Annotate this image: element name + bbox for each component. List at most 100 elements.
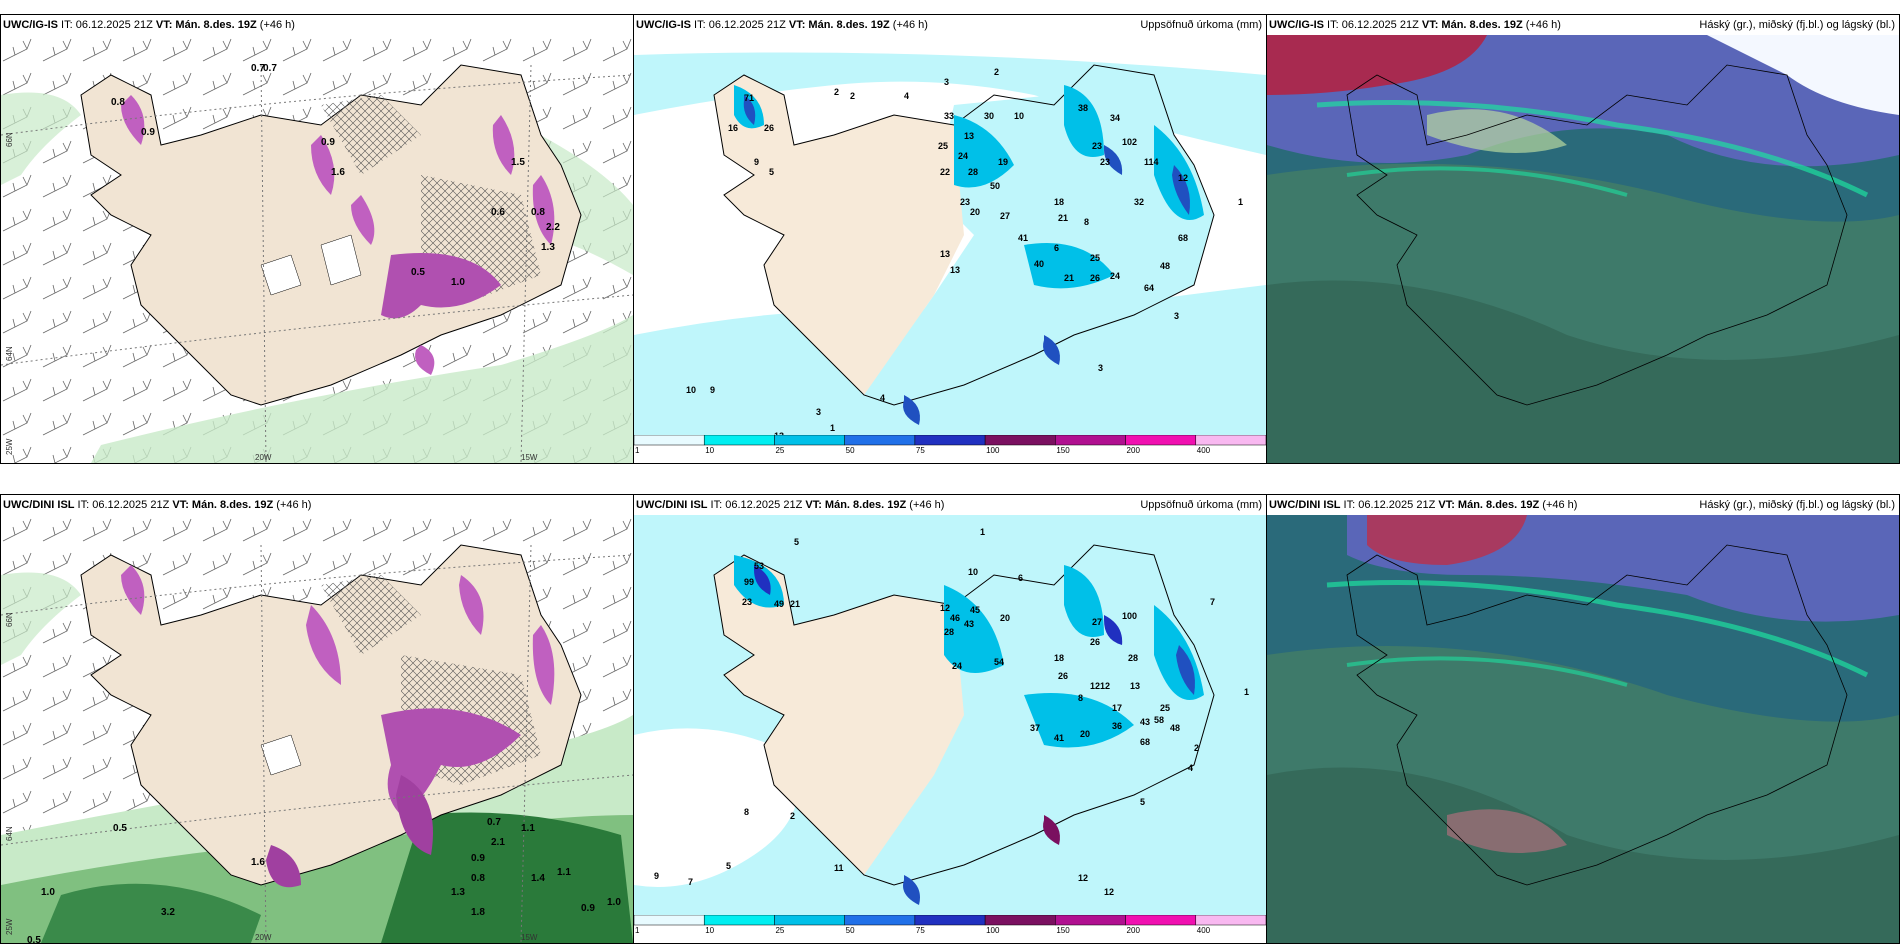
precip-label: 12 — [1078, 873, 1088, 883]
colorbar-label: 200 — [1127, 446, 1141, 453]
colorbar-label: 25 — [775, 446, 784, 453]
precip-label: 45 — [970, 605, 980, 615]
precip-label: 12 — [940, 603, 950, 613]
precip-label: 19 — [998, 157, 1008, 167]
snow-label: 0.5 — [411, 267, 425, 278]
precip-label: 25 — [938, 141, 948, 151]
precip-label: 36 — [1112, 721, 1122, 731]
precip-label: 5 — [794, 537, 799, 547]
colorbar-label: 100 — [986, 446, 1000, 453]
precip-label: 23 — [960, 197, 970, 207]
snow-label: 2.1 — [491, 837, 505, 848]
colorbar-label: 1 — [635, 926, 640, 933]
colorbar-swatch — [914, 914, 986, 926]
precip-label: 7 — [688, 877, 693, 887]
snow-label: 0.9 — [581, 903, 595, 914]
precip-label: 2 — [994, 67, 999, 77]
snow-label: 0.5 — [27, 935, 41, 943]
precip-label: 23 — [742, 597, 752, 607]
precip-label: 102 — [1122, 137, 1137, 147]
colorbar-label: 75 — [916, 926, 925, 933]
lat-label: 64N — [5, 346, 14, 361]
cloud-map — [1267, 515, 1899, 943]
colorbar-label: 400 — [1197, 446, 1211, 453]
precip-label: 114 — [1144, 157, 1159, 167]
precip-label: 41 — [1054, 733, 1064, 743]
panel-subtitle: Uppsöfnuð úrkoma (mm) — [1140, 19, 1262, 31]
precip-label: 22 — [940, 167, 950, 177]
precip-label: 10 — [1014, 111, 1024, 121]
lat-label: 25W — [5, 918, 14, 935]
colorbar-swatch — [1125, 914, 1197, 926]
precip-label: 26 — [1090, 273, 1100, 283]
precip-label: 13 — [950, 265, 960, 275]
lat-label: 64N — [5, 826, 14, 841]
precip-label: 1 — [1244, 687, 1249, 697]
colorbar-swatch — [1195, 434, 1266, 446]
precip-label: 20 — [1080, 729, 1090, 739]
precip-map: 71 16 26 9 5 2 2 4 3 2 30 33 10 25 13 22… — [634, 35, 1266, 445]
snow-label: 0.5 — [113, 823, 127, 834]
panel-subtitle: Uppsöfnuð úrkoma (mm) — [1140, 499, 1262, 511]
snow-label: 0.9 — [321, 137, 335, 148]
precip-label: 25 — [1090, 253, 1100, 263]
snow-label: 0.7 — [263, 63, 277, 74]
colorbar-swatch — [844, 434, 916, 446]
colorbar-swatch — [984, 914, 1056, 926]
precip-label: 28 — [1128, 653, 1138, 663]
precip-colorbar: 1 10 25 50 75 100 150 200 400 — [634, 914, 1266, 935]
precip-label: 27 — [1000, 211, 1010, 221]
snow-label: 1.0 — [607, 897, 621, 908]
precip-label: 21 — [1064, 273, 1074, 283]
panel-subtitle: Háský (gr.), miðský (fj.bl.) og lágský (… — [1699, 499, 1895, 511]
precip-label: 68 — [1140, 737, 1150, 747]
precip-label: 26 — [1090, 637, 1100, 647]
precip-label: 99 — [744, 577, 754, 587]
snow-label: 1.0 — [41, 887, 55, 898]
precip-label: 5 — [726, 861, 731, 871]
panel-header: UWC/DINI ISL IT: 06.12.2025 21Z VT: Mán.… — [3, 499, 312, 511]
precip-label: 38 — [1078, 103, 1088, 113]
cloud-map-bottom: UWC/DINI ISL IT: 06.12.2025 21Z VT: Mán.… — [1266, 494, 1900, 944]
precip-label: 43 — [964, 619, 974, 629]
panel-header: UWC/IG-IS IT: 06.12.2025 21Z VT: Mán. 8.… — [1269, 19, 1561, 31]
precip-label: 41 — [1018, 233, 1028, 243]
snow-label: 3.2 — [161, 907, 175, 918]
precip-colorbar: 1 10 25 50 75 100 150 200 400 — [634, 434, 1266, 455]
precip-label: 3 — [1174, 311, 1179, 321]
precip-map-bottom: UWC/DINI ISL IT: 06.12.2025 21Z VT: Mán.… — [633, 494, 1267, 944]
precip-label: 10 — [968, 567, 978, 577]
precip-label: 23 — [1100, 157, 1110, 167]
precip-label: 6 — [1054, 243, 1059, 253]
snow-label: 1.6 — [331, 167, 345, 178]
precip-label: 2 — [834, 87, 839, 97]
lon-label: 15W — [521, 453, 538, 462]
snow-label: 0.6 — [491, 207, 505, 218]
precip-label: 3 — [816, 407, 821, 417]
precip-label: 20 — [1000, 613, 1010, 623]
precip-label: 33 — [944, 111, 954, 121]
precip-label: 37 — [1030, 723, 1040, 733]
precip-label: 64 — [1144, 283, 1154, 293]
precip-label: 8 — [744, 807, 749, 817]
precip-label: 71 — [744, 93, 754, 103]
snow-wind-map: 0.7 0.7 0.8 0.9 1.5 0.6 0.5 1.0 0.8 1.3 … — [1, 35, 633, 463]
precip-label: 8 — [1078, 693, 1083, 703]
precip-label: 9 — [654, 871, 659, 881]
precip-label: 23 — [1092, 141, 1102, 151]
precip-label: 20 — [970, 207, 980, 217]
snow-label: 0.7 — [251, 63, 265, 74]
precip-label: 27 — [1092, 617, 1102, 627]
precip-label: 2 — [790, 811, 795, 821]
cloud-map — [1267, 35, 1899, 463]
panel-header: UWC/IG-IS IT: 06.12.2025 21Z VT: Mán. 8.… — [3, 19, 295, 31]
precip-label: 8 — [1084, 217, 1089, 227]
precip-label: 5 — [769, 167, 774, 177]
precip-label: 24 — [1110, 271, 1120, 281]
precip-label: 30 — [984, 111, 994, 121]
precip-label: 53 — [754, 561, 764, 571]
precip-label: 40 — [1034, 259, 1044, 269]
panel-header: UWC/DINI ISL IT: 06.12.2025 21Z VT: Mán.… — [1269, 499, 1578, 511]
snow-label: 1.3 — [541, 242, 555, 253]
colorbar-label: 200 — [1127, 926, 1141, 933]
